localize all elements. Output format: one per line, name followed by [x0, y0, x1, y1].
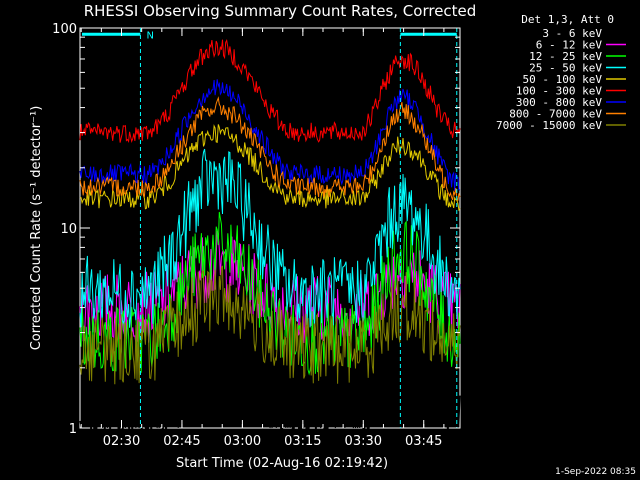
y-tick-label: 1 [69, 422, 77, 437]
y-tick-label: 10 [60, 222, 77, 237]
annotation-label: N [146, 30, 153, 41]
x-tick-label: 03:45 [405, 434, 442, 449]
y-axis-label: Corrected Count Rate (s⁻¹ detector⁻¹) [29, 106, 44, 351]
series-layer [79, 38, 461, 429]
legend-label: 100 - 300 keV [516, 85, 602, 98]
legend-label: 3 - 6 keV [542, 27, 602, 40]
legend-label: 7000 - 15000 keV [496, 119, 602, 132]
series-line-4 [79, 148, 461, 328]
x-axis-label: Start Time (02-Aug-16 02:19:42) [176, 456, 388, 471]
legend-header: Det 1,3, Att 0 [521, 13, 614, 26]
y-axis: 1 10 100 [52, 22, 460, 437]
legend-label: 50 - 100 keV [523, 73, 603, 86]
series-line-2 [79, 230, 461, 345]
legend-label: 6 - 12 keV [536, 39, 603, 52]
legend-label: 300 - 800 keV [516, 96, 602, 109]
x-axis: 02:30 02:45 03:00 03:15 03:30 03:45 [80, 28, 445, 449]
series-line-8 [79, 96, 461, 201]
y-tick-label: 100 [52, 22, 77, 37]
x-tick-label: 02:45 [163, 434, 200, 449]
legend-label: 25 - 50 keV [529, 62, 602, 75]
series-line-6 [79, 38, 461, 143]
plot-area: N [79, 27, 461, 429]
series-line-5 [79, 124, 461, 212]
legend-label: 800 - 7000 keV [509, 108, 602, 121]
chart-title: RHESSI Observing Summary Count Rates, Co… [84, 2, 477, 20]
x-tick-label: 03:30 [345, 434, 382, 449]
footer-timestamp: 1-Sep-2022 08:35 [555, 467, 636, 477]
x-tick-label: 03:15 [284, 434, 321, 449]
series-line-9 [79, 265, 461, 385]
x-tick-label: 03:00 [224, 434, 261, 449]
x-tick-label: 02:30 [103, 434, 140, 449]
legend-label: 12 - 25 keV [529, 50, 602, 63]
